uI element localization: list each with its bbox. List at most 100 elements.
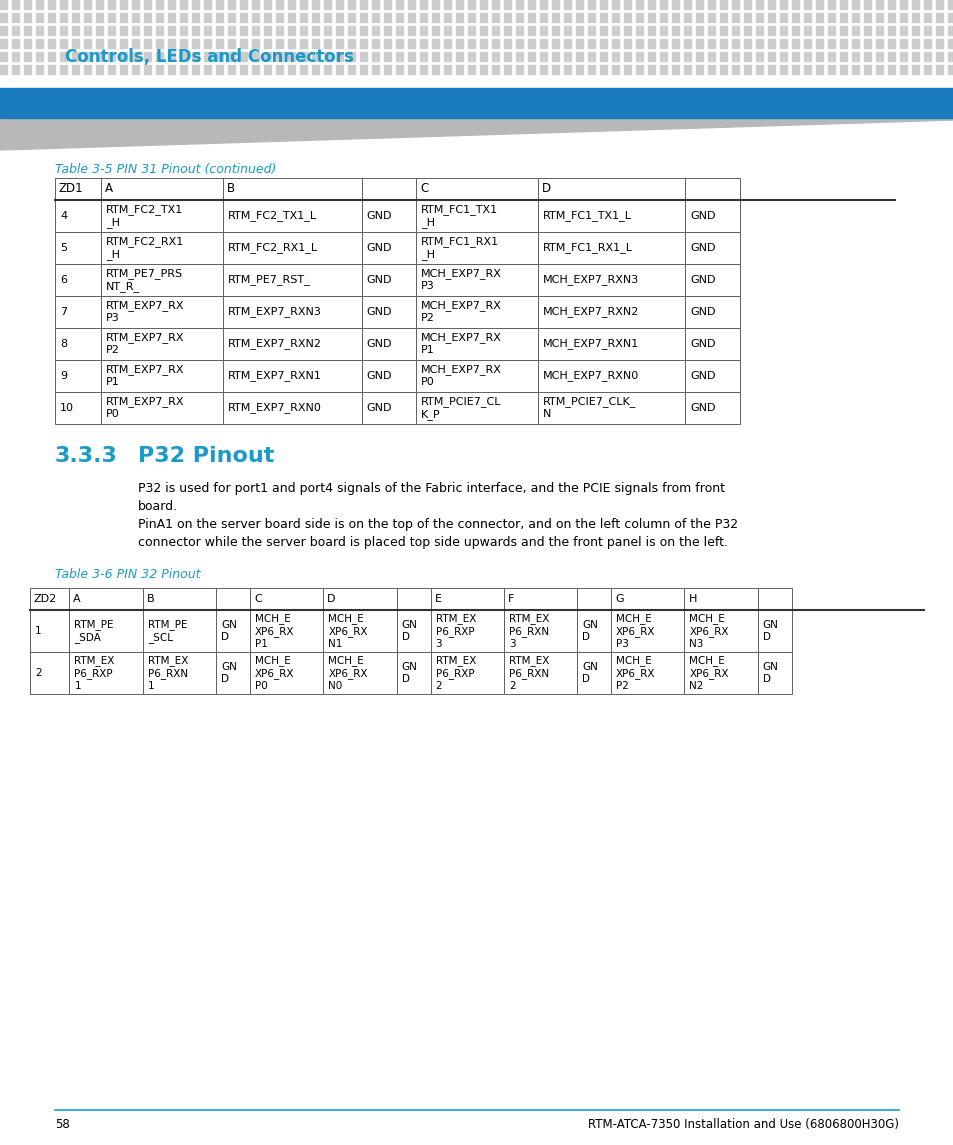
Bar	[30, 652, 70, 694]
Bar	[636, 0, 642, 9]
Text: P32 is used for port1 and port4 signals of the Fabric interface, and the PCIE si: P32 is used for port1 and port4 signals …	[138, 482, 724, 513]
Bar	[396, 652, 430, 694]
Bar	[539, 0, 546, 9]
Bar	[552, 13, 558, 22]
Text: GN
D: GN D	[221, 662, 236, 684]
Bar	[492, 13, 498, 22]
Bar	[48, 26, 55, 35]
Bar	[416, 200, 537, 232]
Bar	[156, 65, 163, 74]
Bar	[144, 26, 151, 35]
Bar	[516, 26, 522, 35]
Text: 9: 9	[60, 371, 67, 381]
Bar	[101, 392, 223, 424]
Bar	[803, 39, 810, 48]
Bar	[101, 200, 223, 232]
Bar	[0, 39, 7, 48]
Bar	[815, 13, 822, 22]
Bar	[0, 52, 7, 61]
Bar	[887, 13, 894, 22]
Text: RTM_EXP7_RXN1: RTM_EXP7_RXN1	[228, 371, 321, 381]
Bar	[587, 65, 595, 74]
Bar	[108, 0, 115, 9]
Bar	[359, 39, 367, 48]
Bar	[503, 610, 577, 652]
Bar	[143, 610, 215, 652]
Bar	[264, 13, 271, 22]
Bar	[361, 177, 416, 200]
Bar	[599, 0, 606, 9]
Bar	[96, 52, 103, 61]
Bar	[395, 13, 402, 22]
Bar	[827, 52, 834, 61]
Bar	[683, 0, 690, 9]
Bar	[84, 26, 91, 35]
Bar	[101, 264, 223, 297]
Bar	[899, 52, 906, 61]
Bar	[563, 52, 571, 61]
Bar	[443, 13, 451, 22]
Bar	[577, 589, 611, 610]
Bar	[468, 52, 475, 61]
Bar	[887, 65, 894, 74]
Text: 1: 1	[35, 626, 42, 635]
Bar	[240, 65, 247, 74]
Bar	[432, 65, 438, 74]
Bar	[683, 65, 690, 74]
Bar	[252, 13, 258, 22]
Bar	[707, 26, 714, 35]
Bar	[492, 65, 498, 74]
Text: 8: 8	[60, 339, 67, 349]
Bar	[144, 13, 151, 22]
Text: RTM_EXP7_RX
P0: RTM_EXP7_RX P0	[106, 396, 185, 419]
Bar	[707, 0, 714, 9]
Bar	[827, 0, 834, 9]
Bar	[863, 0, 870, 9]
Bar	[636, 52, 642, 61]
Bar	[552, 52, 558, 61]
Bar	[12, 0, 19, 9]
Text: H: H	[688, 594, 696, 605]
Bar	[636, 26, 642, 35]
Bar	[587, 52, 595, 61]
Bar	[168, 0, 174, 9]
Bar	[416, 177, 537, 200]
Bar	[757, 610, 791, 652]
Bar	[55, 360, 101, 392]
Bar	[623, 26, 630, 35]
Bar	[935, 26, 942, 35]
Bar	[60, 52, 67, 61]
Bar	[228, 52, 234, 61]
Bar	[324, 0, 331, 9]
Bar	[361, 200, 416, 232]
Text: Table 3-5 PIN 31 Pinout (continued): Table 3-5 PIN 31 Pinout (continued)	[55, 163, 276, 176]
Bar	[275, 0, 283, 9]
Bar	[228, 13, 234, 22]
Bar	[144, 39, 151, 48]
Bar	[503, 39, 511, 48]
Text: RTM_PCIE7_CL
K_P: RTM_PCIE7_CL K_P	[421, 396, 501, 420]
Bar	[720, 52, 726, 61]
Text: MCH_EXP7_RXN0: MCH_EXP7_RXN0	[542, 371, 639, 381]
Text: RTM_EX
P6_RXN
1: RTM_EX P6_RXN 1	[148, 655, 188, 690]
Bar	[731, 52, 739, 61]
Bar	[30, 589, 70, 610]
Bar	[36, 65, 43, 74]
Bar	[348, 26, 355, 35]
Bar	[348, 0, 355, 9]
Bar	[419, 39, 427, 48]
Bar	[755, 65, 762, 74]
Text: G: G	[615, 594, 623, 605]
Bar	[223, 177, 361, 200]
Text: RTM_EXP7_RX
P2: RTM_EXP7_RX P2	[106, 332, 185, 355]
Bar	[887, 39, 894, 48]
Bar	[120, 39, 127, 48]
Bar	[71, 26, 79, 35]
Bar	[108, 13, 115, 22]
Bar	[587, 26, 595, 35]
Text: D: D	[541, 182, 551, 196]
Bar	[684, 232, 739, 264]
Bar	[223, 264, 361, 297]
Bar	[767, 0, 774, 9]
Bar	[348, 39, 355, 48]
